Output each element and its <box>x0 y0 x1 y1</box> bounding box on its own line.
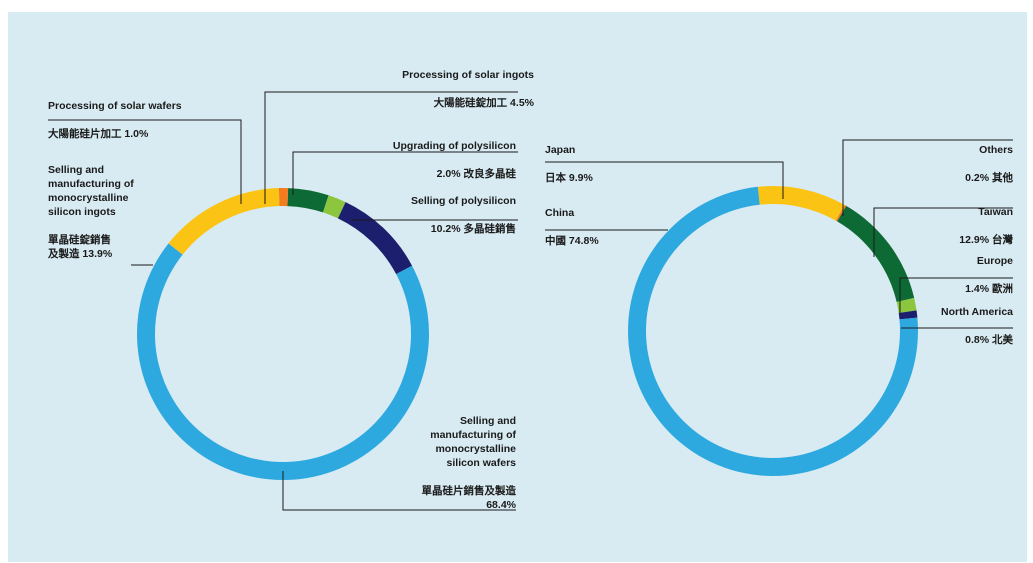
label-en: Selling of polysilicon <box>410 195 516 207</box>
label-en: Selling and manufacturing of monocrystal… <box>430 415 516 469</box>
label-selling-polysilicon: Selling of polysilicon 10.2% 多晶硅銷售 <box>326 180 516 250</box>
label-japan: Japan 日本 9.9% <box>545 129 685 199</box>
label-china: China 中國 74.8% <box>545 192 685 262</box>
leader-line-selling-and-manufacturing-of-monocrystalline-silicon-wafers <box>282 471 516 511</box>
label-zh-value: 10.2% 多晶硅銷售 <box>430 223 516 235</box>
label-europe: Europe 1.4% 歐洲 <box>893 240 1013 310</box>
label-zh-value: 0.8% 北美 <box>965 334 1013 346</box>
label-others: Others 0.2% 其他 <box>893 129 1013 199</box>
donut-chart-2 <box>545 139 1013 477</box>
leader-line-europe <box>899 277 1013 314</box>
label-ingots-segment: Selling and manufacturing of monocrystal… <box>48 149 198 275</box>
slice-europe <box>896 297 917 313</box>
label-taiwan: Taiwan 12.9% 台灣 <box>893 191 1013 261</box>
slice-japan <box>757 186 845 221</box>
label-en: North America <box>941 306 1013 318</box>
donut-chart-1 <box>48 91 518 511</box>
slice-others <box>835 204 847 222</box>
label-zh-value: 12.9% 台灣 <box>959 234 1013 246</box>
label-upgrading-polysilicon: Upgrading of polysilicon 2.0% 改良多晶硅 <box>326 125 516 195</box>
label-zh-value: 大陽能硅錠加工 4.5% <box>433 97 534 109</box>
leader-line-upgrading-of-polysilicon <box>292 151 518 195</box>
leader-line-processing-of-solar-wafers <box>48 119 242 204</box>
chart-panel: Processing of solar ingots 大陽能硅錠加工 4.5% … <box>8 12 1027 562</box>
leader-line-processing-of-solar-ingots <box>264 91 518 204</box>
slice-processing-of-solar-wafers <box>278 188 289 207</box>
label-processing-solar-wafers: Processing of solar wafers 大陽能硅片加工 1.0% <box>48 85 248 155</box>
slice-upgrading-of-polysilicon <box>322 195 346 219</box>
slice-north-america <box>898 310 918 320</box>
leader-line-japan <box>545 161 784 199</box>
charts-canvas <box>48 91 1013 511</box>
label-processing-solar-ingots: Processing of solar ingots 大陽能硅錠加工 4.5% <box>326 54 534 124</box>
label-zh-value: 中國 74.8% <box>545 235 599 247</box>
leader-line-taiwan <box>873 207 1013 257</box>
leader-line-others <box>842 139 1013 216</box>
label-en: Upgrading of polysilicon <box>392 140 516 152</box>
slice-taiwan <box>837 205 915 302</box>
label-en: Taiwan <box>978 206 1013 218</box>
label-en: Selling and manufacturing of monocrystal… <box>48 164 134 218</box>
label-north-america: North America 0.8% 北美 <box>893 291 1013 361</box>
slice-processing-of-solar-ingots <box>287 188 329 213</box>
label-zh-value: 1.4% 歐洲 <box>965 283 1013 295</box>
label-en: Others <box>979 144 1013 156</box>
label-en: Processing of solar wafers <box>48 100 182 112</box>
label-en: Europe <box>976 255 1013 267</box>
slice-selling-and-manufacturing-of-monocrystalline-silicon-ingots <box>168 188 280 255</box>
label-zh-value: 大陽能硅片加工 1.0% <box>48 128 149 140</box>
label-en: Processing of solar ingots <box>402 69 534 81</box>
slice-selling-and-manufacturing-of-monocrystalline-silicon-wafers <box>137 243 430 480</box>
label-wafers-segment: Selling and manufacturing of monocrystal… <box>366 400 517 526</box>
label-zh-value: 日本 9.9% <box>545 172 593 184</box>
label-zh-value: 單晶硅片銷售及製造 68.4% <box>421 485 517 511</box>
label-en: China <box>545 207 575 219</box>
label-zh-value: 2.0% 改良多晶硅 <box>436 168 516 180</box>
label-en: Japan <box>545 144 576 156</box>
label-zh-value: 單晶硅錠銷售 及製造 13.9% <box>48 234 113 260</box>
label-zh-value: 0.2% 其他 <box>965 172 1013 184</box>
